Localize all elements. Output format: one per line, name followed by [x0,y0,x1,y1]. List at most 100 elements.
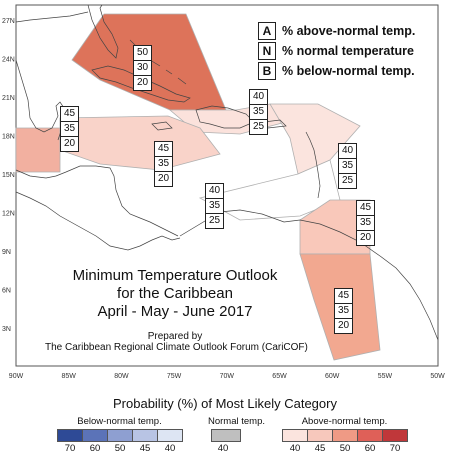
region-normal-value: 35 [334,303,353,319]
region-normal-value: 30 [133,60,152,76]
region-below-value: 20 [334,318,353,334]
region-belize [15,127,61,173]
scale-below-title: Below-normal temp. [77,416,162,427]
region-above-value: 40 [249,89,268,105]
south-america-coast [179,209,439,341]
lon-label: 75W [167,373,182,380]
above-swatch-row [282,429,408,442]
scale-title: Probability (%) of Most Likely Category [113,396,337,411]
coastlines [15,4,439,341]
key-row-normal: N % normal temperature [258,42,414,60]
lat-label: 27N [2,18,15,25]
lat-label: 21N [2,95,15,102]
scale-swatch [332,429,358,442]
scale-tick-label: 70 [64,443,76,454]
scale-swatch [157,429,183,442]
hispaniola-coast [195,105,255,129]
region-below-value: 20 [133,75,152,91]
region-above-value: 45 [356,200,375,216]
above-tick-row: 40 45 50 60 70 [282,442,407,454]
central-america-pacific [15,191,181,251]
prepared-by-org: The Caribbean Regional Climate Outlook F… [45,342,308,353]
region-above-value: 45 [334,288,353,304]
scale-swatch [357,429,383,442]
lat-label: 3N [2,326,11,333]
us-gulf-coast [15,11,89,23]
lat-label: 9N [2,249,11,256]
central-america-coast [15,165,179,237]
scale-tick-label: 45 [314,443,326,454]
scale-above-title: Above-normal temp. [301,416,388,427]
normal-swatch-row [208,429,242,442]
key-row-above: A % above-normal temp. [258,22,415,40]
region-below-value: 25 [338,173,357,189]
region-above-value: 45 [154,141,173,157]
key-row-below: B % below-normal temp. [258,62,415,80]
latitude-labels: 27N 24N 21N 18N 15N 12N 9N 6N 3N [2,18,15,333]
region-below-value: 20 [356,230,375,246]
region-below-value: 25 [249,119,268,135]
below-swatch-row [57,429,183,442]
lon-label: 85W [61,373,76,380]
scale-swatch [107,429,133,442]
region-label-hispaniola: 40 35 25 [249,89,268,135]
scale-below-normal: Below-normal temp. 70 60 50 45 40 [57,416,183,454]
region-above-value: 40 [205,183,224,199]
lat-label: 18N [2,134,15,141]
prepared-by-label: Prepared by [147,331,203,342]
key-text-below: % below-normal temp. [282,64,415,78]
normal-tick-row: 40 [208,442,237,454]
scale-swatch [382,429,408,442]
scale-normal: Normal temp. 40 [208,416,266,454]
scale-swatch [82,429,108,442]
lon-label: 65W [272,373,287,380]
key-code-n: N [258,42,276,60]
region-label-southern-caribbean: 40 35 25 [205,183,224,229]
key-code-a: A [258,22,276,40]
jamaica-coast [151,121,173,131]
scale-normal-title: Normal temp. [208,416,266,427]
region-above-value: 45 [60,106,79,122]
lat-label: 15N [2,172,15,179]
scale-swatch [57,429,83,442]
below-tick-row: 70 60 50 45 40 [57,442,182,454]
region-label-trinidad: 45 35 20 [356,200,375,246]
lon-label: 90W [9,373,24,380]
region-label-bahamas-cuba: 50 30 20 [133,45,152,91]
region-normal-value: 35 [205,198,224,214]
lat-label: 12N [2,211,15,218]
region-normal-value: 35 [356,215,375,231]
region-normal-value: 35 [338,158,357,174]
scale-above-normal: Above-normal temp. 40 45 50 60 70 [282,416,408,454]
region-jamaica-central-caribbean [59,115,221,171]
scale-tick-label: 45 [139,443,151,454]
region-below-value: 25 [205,213,224,229]
lon-label: 80W [114,373,129,380]
key-text-normal: % normal temperature [282,44,414,58]
region-label-jamaica: 45 35 20 [154,141,173,187]
scale-swatch [307,429,333,442]
region-below-value: 20 [154,171,173,187]
scale-tick-label: 70 [389,443,401,454]
region-normal-value: 35 [154,156,173,172]
region-label-guianas: 45 35 20 [334,288,353,334]
lon-label: 60W [325,373,340,380]
map-title-line1: Minimum Temperature Outlook [72,267,278,284]
cuba-coast [91,65,191,103]
region-above-value: 40 [338,143,357,159]
region-below-value: 20 [60,136,79,152]
florida-coast [87,4,119,59]
region-label-belize: 45 35 20 [60,106,79,152]
key-code-b: B [258,62,276,80]
scale-tick-label: 40 [217,443,229,454]
region-normal-value: 35 [60,121,79,137]
region-label-lesser-antilles: 40 35 25 [338,143,357,189]
longitude-labels: 90W 85W 80W 75W 70W 65W 60W 55W 50W [9,373,445,380]
lon-label: 55W [378,373,393,380]
scale-tick-label: 40 [164,443,176,454]
lon-label: 50W [430,373,445,380]
scale-swatch [210,429,241,442]
scale-tick-label: 50 [339,443,351,454]
region-normal-value: 35 [249,104,268,120]
map-title-line3: April - May - June 2017 [97,303,253,320]
